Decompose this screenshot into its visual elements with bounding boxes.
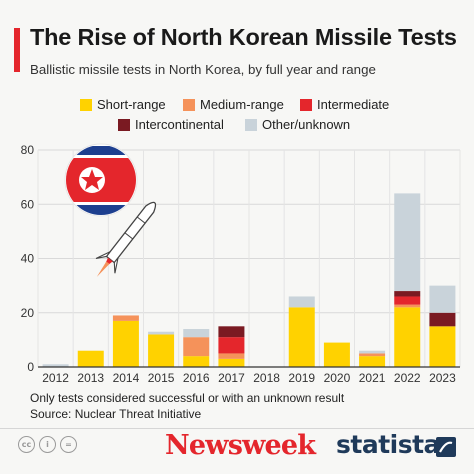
y-tick-label: 60 [21,197,35,211]
legend-item-medium-range: Medium-range [183,97,284,112]
bar-segment [112,320,139,367]
bar-segment [429,312,456,327]
legend-item-short-range: Short-range [80,97,166,112]
bar-segment [112,315,139,321]
missile-icon [95,201,157,277]
legend-swatch-intercontinental [118,118,130,131]
legend-item-intermediate: Intermediate [300,97,389,112]
newsweek-logo[interactable]: Newsweek [165,430,316,461]
chart-bars [42,193,456,367]
bar-segment [394,304,421,308]
footnote-source: Source: Nuclear Threat Initiative [30,407,202,421]
chart-axes: 0 20 40 60 80 2012 2013 2014 2015 2016 2017 2018 201… [21,143,460,385]
legend-label-short-range: Short-range [97,97,166,112]
statista-mark-icon [436,437,456,457]
chart-subtitle: Ballistic missile tests in North Korea, … [30,62,376,77]
chart-title: The Rise of North Korean Missile Tests [30,24,457,50]
cc-icon[interactable]: cc [18,436,35,453]
y-tick-label: 40 [21,252,35,266]
footer-divider [0,428,474,429]
bar-segment [394,307,421,367]
legend-swatch-other-unknown [245,118,257,131]
bar-segment [148,331,175,335]
legend-swatch-intermediate [300,98,312,111]
legend-label-medium-range: Medium-range [200,97,284,112]
legend-label-other-unknown: Other/unknown [262,117,351,132]
x-tick-label: 2023 [429,371,456,385]
info-icon[interactable]: i [39,436,56,453]
stacked-bar-chart: 0 20 40 60 80 2012 2013 2014 2015 2016 2017 2018 201… [21,143,461,385]
legend-swatch-short-range [80,98,92,111]
statista-logo[interactable]: statista [336,430,440,459]
y-tick-label: 80 [21,143,35,157]
bar-segment [429,285,456,313]
x-tick-label: 2018 [253,371,280,385]
x-tick-label: 2014 [113,371,140,385]
bar-segment [288,307,315,367]
bar-segment [42,364,69,367]
x-tick-label: 2020 [324,371,351,385]
bar-segment [218,337,245,354]
equals-icon[interactable]: = [60,436,77,453]
bar-segment [323,342,350,367]
bar-segment [288,296,315,308]
missile-illustration [64,143,157,277]
legend-swatch-medium-range [183,98,195,111]
bar-segment [359,353,386,357]
bar-segment [394,296,421,305]
bar-segment [359,356,386,367]
bar-segment [359,350,386,354]
bar-segment [218,358,245,367]
x-tick-label: 2021 [359,371,386,385]
bar-segment [183,329,210,338]
title-accent-bar [14,28,20,72]
x-tick-label: 2017 [218,371,245,385]
bar-segment [394,291,421,297]
license-icons: cc i = [18,436,77,453]
legend-label-intermediate: Intermediate [317,97,390,112]
legend-label-intercontinental: Intercontinental [135,117,224,132]
footnote-note: Only tests considered successful or with… [30,391,345,405]
bar-segment [394,193,421,292]
y-tick-label: 20 [21,306,35,320]
y-tick-label: 0 [27,360,34,374]
bar-segment [148,334,175,367]
x-tick-label: 2013 [77,371,104,385]
x-tick-label: 2012 [42,371,69,385]
legend-item-other-unknown: Other/unknown [245,117,350,132]
bar-segment [183,356,210,367]
bar-segment [183,337,210,357]
legend-item-intercontinental: Intercontinental [118,117,224,132]
x-tick-label: 2022 [394,371,421,385]
x-tick-label: 2019 [288,371,315,385]
x-tick-label: 2016 [183,371,210,385]
bar-segment [218,353,245,359]
bar-segment [77,350,104,367]
bar-segment [429,326,456,367]
x-tick-label: 2015 [148,371,175,385]
bar-segment [218,326,245,338]
